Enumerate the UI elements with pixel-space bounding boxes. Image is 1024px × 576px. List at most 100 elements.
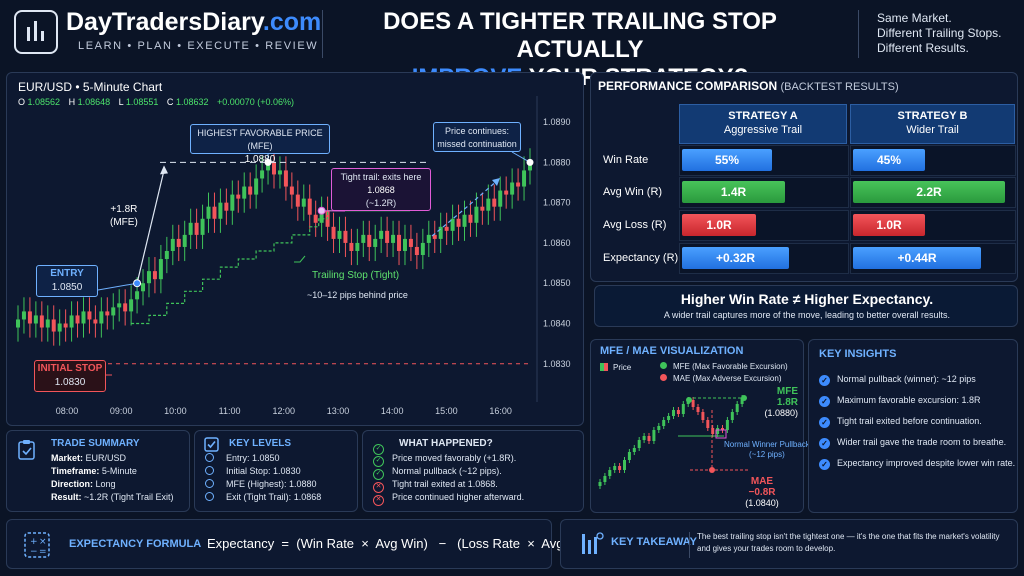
mini-candle-body — [672, 410, 675, 416]
trade-summary-panel: TRADE SUMMARY Market: EUR/USD Timeframe: … — [6, 430, 190, 512]
candle-body — [391, 234, 396, 243]
x-tick-label: 12:00 — [273, 406, 296, 416]
candle-body — [158, 259, 163, 280]
candle-body — [516, 182, 521, 187]
insight-item: ✓ Maximum favorable excursion: 1.8R — [819, 395, 1015, 416]
strategy-a-bar: 1.4R — [682, 181, 785, 203]
move-arrow — [136, 170, 165, 284]
y-tick-label: 1.0890 — [543, 117, 571, 127]
candle-body — [456, 218, 461, 227]
svg-text:+: + — [30, 537, 38, 547]
mini-candle-body — [623, 460, 626, 470]
candle-body — [450, 218, 455, 231]
mfe-mae-panel — [590, 339, 804, 513]
candle-body — [129, 299, 134, 312]
y-tick-label: 1.0860 — [543, 238, 571, 248]
mini-candle-body — [701, 412, 705, 420]
candle-body — [164, 250, 169, 260]
candle-body — [188, 222, 193, 235]
mini-mfe-marker — [686, 397, 692, 403]
candle-body — [385, 230, 390, 243]
formula-text: Expectancy = (Win Rate × Avg Win) − (Los… — [207, 536, 599, 551]
y-tick-label: 1.0880 — [543, 157, 571, 167]
candle-body — [522, 170, 527, 187]
perf-row-label: Win Rate — [603, 154, 649, 166]
logo-icon — [14, 10, 58, 54]
y-tick-label: 1.0840 — [543, 318, 571, 328]
candle-body — [117, 303, 122, 308]
brand-name: DayTradersDiary.com — [66, 8, 322, 36]
candle-body — [39, 315, 44, 328]
entry-callout: ENTRY 1.0850 — [36, 265, 98, 297]
candle-body — [361, 234, 366, 243]
mini-candle-body — [637, 440, 641, 448]
strategy-a-bar: +0.32R — [682, 247, 789, 269]
trade-summary-row: Market: EUR/USD — [51, 453, 127, 463]
mini-candle-body — [608, 470, 612, 476]
candle-body — [343, 230, 348, 243]
mini-mfe-marker — [741, 395, 747, 401]
mini-candle-body — [711, 428, 715, 434]
candle-body — [135, 291, 140, 300]
continuation-arrow — [431, 177, 501, 237]
x-tick-label: 13:00 — [327, 406, 350, 416]
entry-pointer — [97, 282, 138, 291]
perf-row-label: Expectancy (R) — [603, 252, 679, 264]
mini-candle-body — [721, 428, 724, 430]
strategy-b-bar: 45% — [853, 149, 925, 171]
takeaway-text: The best trailing stop isn't the tightes… — [697, 532, 1000, 553]
mini-candle-body — [676, 410, 680, 414]
candle-body — [224, 202, 229, 211]
mini-candle-body — [642, 436, 646, 440]
strategy-b-bar: +0.44R — [853, 247, 981, 269]
candle-body — [468, 214, 473, 223]
mfe-marker — [264, 158, 272, 166]
y-tick-label: 1.0830 — [543, 359, 571, 369]
key-level-row: Exit (Tight Trail): 1.0868 — [205, 492, 321, 505]
candle-body — [283, 170, 288, 187]
mini-candle-body — [627, 452, 631, 460]
candle-body — [230, 194, 235, 211]
candle-body — [111, 307, 116, 316]
trade-summary-row: Direction: Long — [51, 479, 116, 489]
candle-body — [16, 319, 20, 328]
mini-candle-body — [740, 398, 744, 404]
candle-body — [438, 226, 443, 239]
candle-body — [218, 202, 223, 219]
chart-title: EUR/USD • 5-Minute Chart — [18, 80, 163, 94]
mini-candle-body — [603, 476, 607, 482]
candle-body — [200, 218, 205, 235]
candle-body — [367, 234, 372, 247]
what-happened-row: ✕ Price continued higher afterward. — [373, 492, 524, 506]
candle-body — [75, 315, 80, 324]
mfe-callout: HIGHEST FAVORABLE PRICE (MFE) 1.0880 — [190, 124, 330, 165]
candle-body — [242, 186, 247, 199]
mini-candle-body — [735, 404, 739, 412]
header-subtitle: Same Market. Different Trailing Stops. D… — [877, 11, 1002, 55]
candle-body — [379, 230, 384, 239]
strategy-a-header: STRATEGY A Aggressive Trail — [679, 104, 847, 144]
candle-body — [349, 242, 354, 251]
candle-body — [27, 311, 32, 324]
mini-candle-body — [632, 448, 636, 452]
candle-body — [21, 311, 26, 320]
mini-candle-body — [647, 436, 651, 441]
strategy-a-bar: 1.0R — [682, 214, 756, 236]
mini-candle-body — [657, 426, 661, 430]
initial-stop-callout: INITIAL STOP 1.0830 — [34, 360, 106, 392]
y-tick-label: 1.0850 — [543, 278, 571, 288]
candle-body — [141, 283, 146, 292]
tight-exit-callout: Tight trail: exits here 1.0868 (~1.2R) — [331, 168, 431, 211]
candle-body — [194, 222, 199, 235]
trailing-stop-label: Trailing Stop (Tight) — [312, 270, 400, 281]
trade-summary-row: Timeframe: 5-Minute — [51, 466, 137, 476]
candle-body — [289, 186, 294, 195]
candle-body — [254, 178, 259, 195]
check-circle-icon: ✓ — [373, 436, 392, 455]
mini-candle-body — [725, 420, 729, 430]
tight-exit-marker — [317, 206, 326, 215]
continuation-callout: Price continues: missed continuation — [433, 122, 521, 152]
candle-body — [87, 311, 92, 320]
candle-body — [486, 198, 491, 211]
